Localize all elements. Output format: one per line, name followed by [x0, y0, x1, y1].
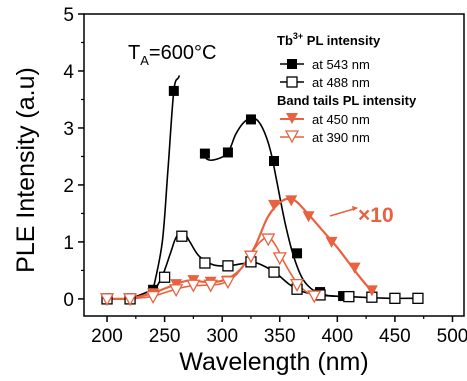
- y-tick-label: 2: [63, 176, 74, 197]
- data-point: [222, 147, 233, 158]
- y-tick-label: 1: [63, 233, 74, 254]
- series-markers: [99, 85, 424, 307]
- x-tick-label: 400: [321, 326, 353, 347]
- data-point: [243, 250, 259, 264]
- scale-factor-arrowhead: [352, 206, 358, 211]
- data-point: [292, 248, 303, 259]
- legend-group2-title: Band tails PL intensity: [277, 93, 417, 108]
- y-axis-title: PLE Intensity (a.u): [12, 67, 40, 273]
- x-tick-label: 300: [206, 326, 238, 347]
- scale-factor-annotation: ×10: [329, 204, 394, 227]
- temperature-annotation: TA=600°C: [128, 42, 216, 68]
- x-axis-title: Wavelength (nm): [179, 348, 368, 376]
- data-point: [199, 257, 211, 269]
- data-point: [272, 252, 287, 266]
- data-point: [158, 271, 171, 283]
- data-point: [199, 148, 210, 159]
- plot-frame: [83, 13, 465, 317]
- legend: Tb3+ PL intensity at 543 nm at 488 nm Ba…: [277, 31, 417, 145]
- legend-marker-square-open: [286, 76, 298, 88]
- data-point: [268, 199, 280, 211]
- y-tick-label: 4: [63, 62, 74, 83]
- data-point: [169, 284, 184, 298]
- svg-text:at 488 nm: at 488 nm: [312, 75, 370, 90]
- axis-ticks: 200 250 300 350 400 450 500 0 1 2 3 4 5: [63, 5, 467, 347]
- y-tick-label: 3: [63, 119, 74, 140]
- data-point: [186, 279, 201, 293]
- data-point: [222, 260, 234, 272]
- data-point: [203, 279, 218, 293]
- data-point: [389, 292, 401, 304]
- data-point: [145, 290, 161, 304]
- y-tick-label: 5: [63, 5, 74, 26]
- legend-entry-390: at 390 nm: [280, 130, 370, 145]
- data-point: [348, 262, 361, 274]
- svg-text:at 450 nm: at 450 nm: [312, 112, 370, 127]
- scale-factor-label: ×10: [358, 204, 394, 227]
- x-tick-label: 250: [149, 326, 181, 347]
- data-point: [365, 285, 378, 297]
- svg-text:at 543 nm: at 543 nm: [312, 57, 370, 72]
- data-point: [220, 276, 236, 290]
- data-point: [268, 266, 280, 278]
- data-point: [99, 293, 115, 307]
- data-point: [168, 85, 179, 96]
- data-point: [343, 290, 355, 303]
- legend-entry-450: at 450 nm: [280, 112, 370, 127]
- legend-group1-title: Tb3+ PL intensity: [277, 31, 381, 48]
- data-point: [245, 114, 256, 125]
- x-tick-label: 350: [264, 326, 296, 347]
- data-point: [176, 230, 188, 242]
- data-point: [261, 233, 276, 247]
- y-tick-label: 0: [63, 290, 74, 311]
- data-point: [325, 236, 338, 248]
- data-point: [412, 292, 424, 304]
- svg-text:at 390 nm: at 390 nm: [312, 130, 370, 145]
- x-tick-label: 500: [437, 326, 467, 347]
- legend-entry-488: at 488 nm: [280, 75, 370, 90]
- series-curves: [107, 75, 418, 300]
- legend-entry-543: at 543 nm: [280, 57, 370, 72]
- legend-marker-triangle-open: [284, 130, 300, 144]
- data-point: [338, 291, 349, 302]
- data-point: [285, 195, 298, 207]
- x-tick-label: 450: [379, 326, 411, 347]
- data-point: [302, 211, 315, 223]
- series-curve-b-0: [200, 117, 349, 298]
- x-tick-label: 200: [91, 326, 123, 347]
- legend-marker-square-filled: [287, 59, 297, 69]
- scale-factor-arrow: [329, 207, 358, 217]
- legend-marker-triangle-filled: [286, 113, 298, 124]
- data-point: [269, 156, 279, 167]
- data-point: [307, 290, 322, 304]
- data-point: [122, 293, 138, 307]
- data-point: [289, 279, 305, 293]
- series-curve-0: [152, 75, 181, 290]
